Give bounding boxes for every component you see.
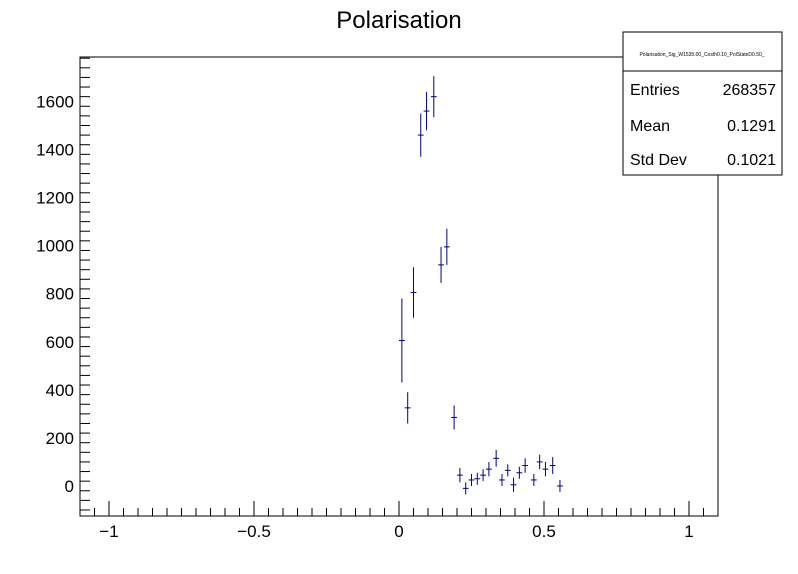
data-point <box>417 113 424 157</box>
data-point <box>557 479 563 492</box>
data-point <box>530 473 537 486</box>
data-point <box>516 466 523 479</box>
x-tick-label: −1 <box>99 522 118 541</box>
data-point <box>486 461 492 477</box>
x-tick-label: −0.5 <box>237 522 271 541</box>
x-tick-label: 0 <box>394 522 403 541</box>
x-axis: −1 −0.5 0 0.5 1 <box>79 501 719 541</box>
stats-entries-value: 268357 <box>723 82 776 99</box>
stats-box-frame <box>622 31 783 176</box>
data-point <box>468 473 475 486</box>
data-point <box>510 477 517 492</box>
y-tick-label: 400 <box>46 381 74 400</box>
data-point <box>404 392 411 424</box>
y-tick-label: 1000 <box>36 237 74 256</box>
data-point <box>549 457 556 474</box>
chart-title: Polarisation <box>336 7 461 34</box>
stats-mean-value: 0.1291 <box>727 118 776 135</box>
y-tick-label: 0 <box>65 477 74 496</box>
y-tick-label: 800 <box>46 285 74 304</box>
data-point <box>542 461 549 477</box>
x-tick-label: 1 <box>684 522 693 541</box>
y-tick-label: 600 <box>46 333 74 352</box>
y-tick-label: 1200 <box>36 189 74 208</box>
data-point <box>493 449 500 467</box>
data-point <box>536 454 543 470</box>
stats-stddev-label: Std Dev <box>630 152 687 169</box>
stats-stddev-value: 0.1021 <box>727 152 776 169</box>
data-point <box>457 467 463 483</box>
data-point <box>499 473 505 486</box>
data-point <box>480 469 486 482</box>
data-point <box>443 228 450 265</box>
data-point <box>438 246 444 283</box>
data-point <box>474 472 481 485</box>
data-points <box>399 76 563 495</box>
y-tick-label: 200 <box>46 429 74 448</box>
data-point <box>504 464 511 477</box>
data-point <box>522 458 529 473</box>
stats-box: Polarisation_Sig_W1535.00_Costh0.10_PolS… <box>622 31 783 176</box>
data-point <box>399 298 405 383</box>
y-tick-label: 1600 <box>36 92 74 111</box>
y-axis: 0 200 400 600 800 1000 1200 1400 1600 <box>36 57 90 511</box>
data-point <box>451 405 457 430</box>
stats-entries-label: Entries <box>630 82 680 99</box>
data-point <box>430 76 437 118</box>
stats-mean-label: Mean <box>630 118 670 135</box>
y-tick-label: 1400 <box>36 141 74 160</box>
data-point <box>423 91 430 131</box>
data-point <box>410 267 417 318</box>
stats-box-name: Polarisation_Sig_W1535.00_Costh0.10_PolS… <box>639 52 764 58</box>
data-point <box>462 482 469 495</box>
x-tick-label: 0.5 <box>532 522 556 541</box>
